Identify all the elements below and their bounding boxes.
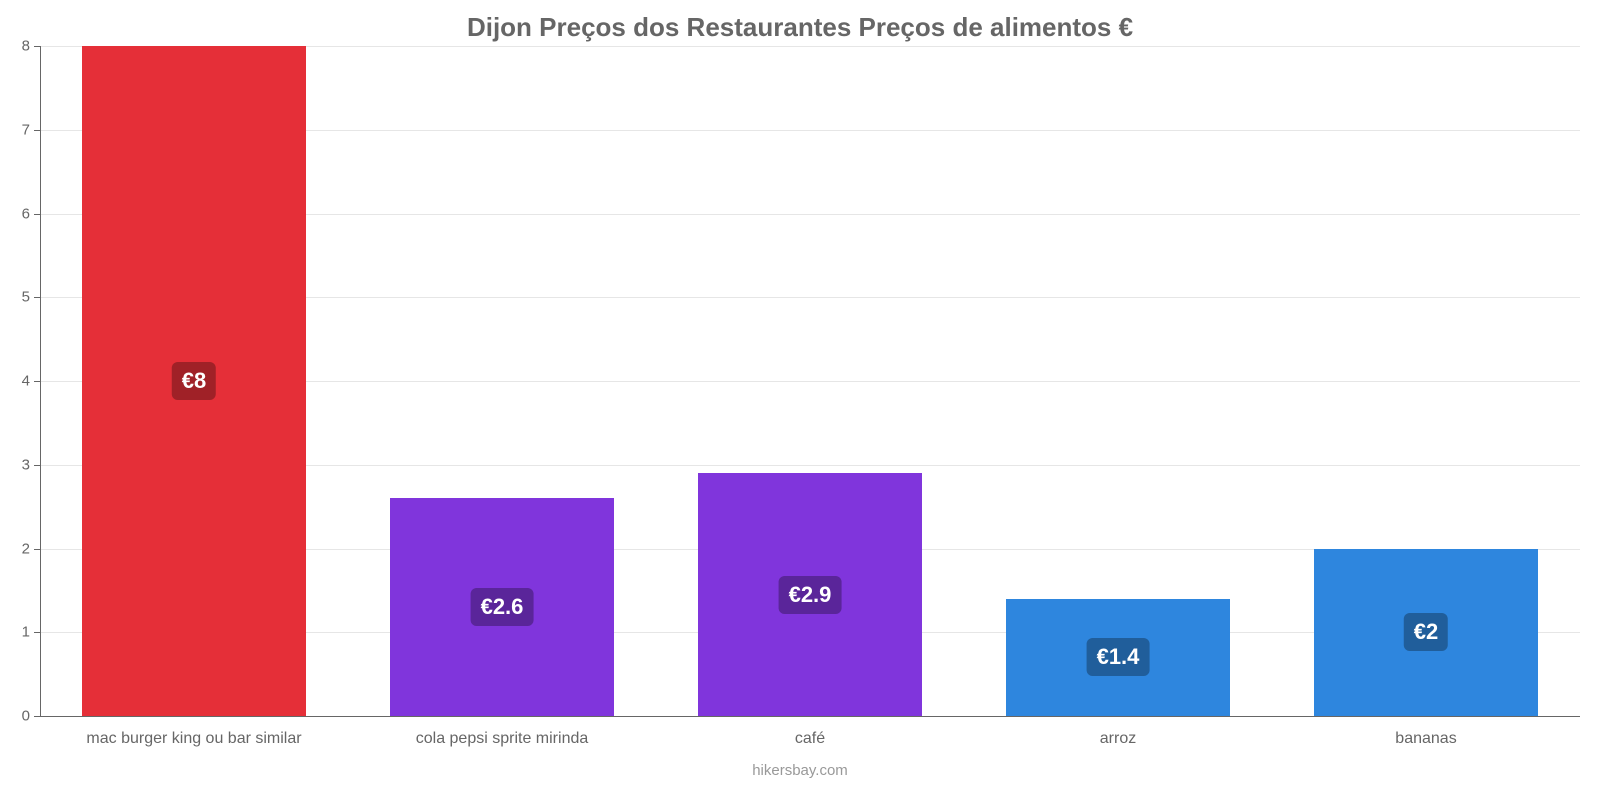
x-tick-label: arroz [964,716,1272,748]
bar-slot: €2.6 [348,46,656,716]
x-tick-label: café [656,716,964,748]
bars-container: €8 €2.6 €2.9 €1.4 €2 [40,46,1580,716]
value-badge: €8 [172,362,216,400]
x-tick-label: mac burger king ou bar similar [40,716,348,748]
x-tick-label: cola pepsi sprite mirinda [348,716,656,748]
plot-area: 012345678 €8€2.6€2.9€1.4€2 [40,46,1580,716]
value-badge: €1.4 [1087,638,1150,676]
x-axis-labels: mac burger king ou bar similarcola pepsi… [40,716,1580,748]
bar-slot: €8 [40,46,348,716]
bar-slot: €2.9 [656,46,964,716]
bar: €2.6 [390,498,614,716]
bar: €2 [1314,549,1538,717]
price-chart: Dijon Preços dos Restaurantes Preços de … [0,0,1600,800]
value-badge: €2.9 [779,576,842,614]
value-badge: €2 [1404,613,1448,651]
chart-title: Dijon Preços dos Restaurantes Preços de … [0,12,1600,43]
chart-footer: hikersbay.com [0,762,1600,779]
x-tick-label: bananas [1272,716,1580,748]
bar-slot: €1.4 [964,46,1272,716]
bar-slot: €2 [1272,46,1580,716]
bar: €1.4 [1006,599,1230,716]
value-badge: €2.6 [471,588,534,626]
bar: €8 [82,46,306,716]
bar: €2.9 [698,473,922,716]
